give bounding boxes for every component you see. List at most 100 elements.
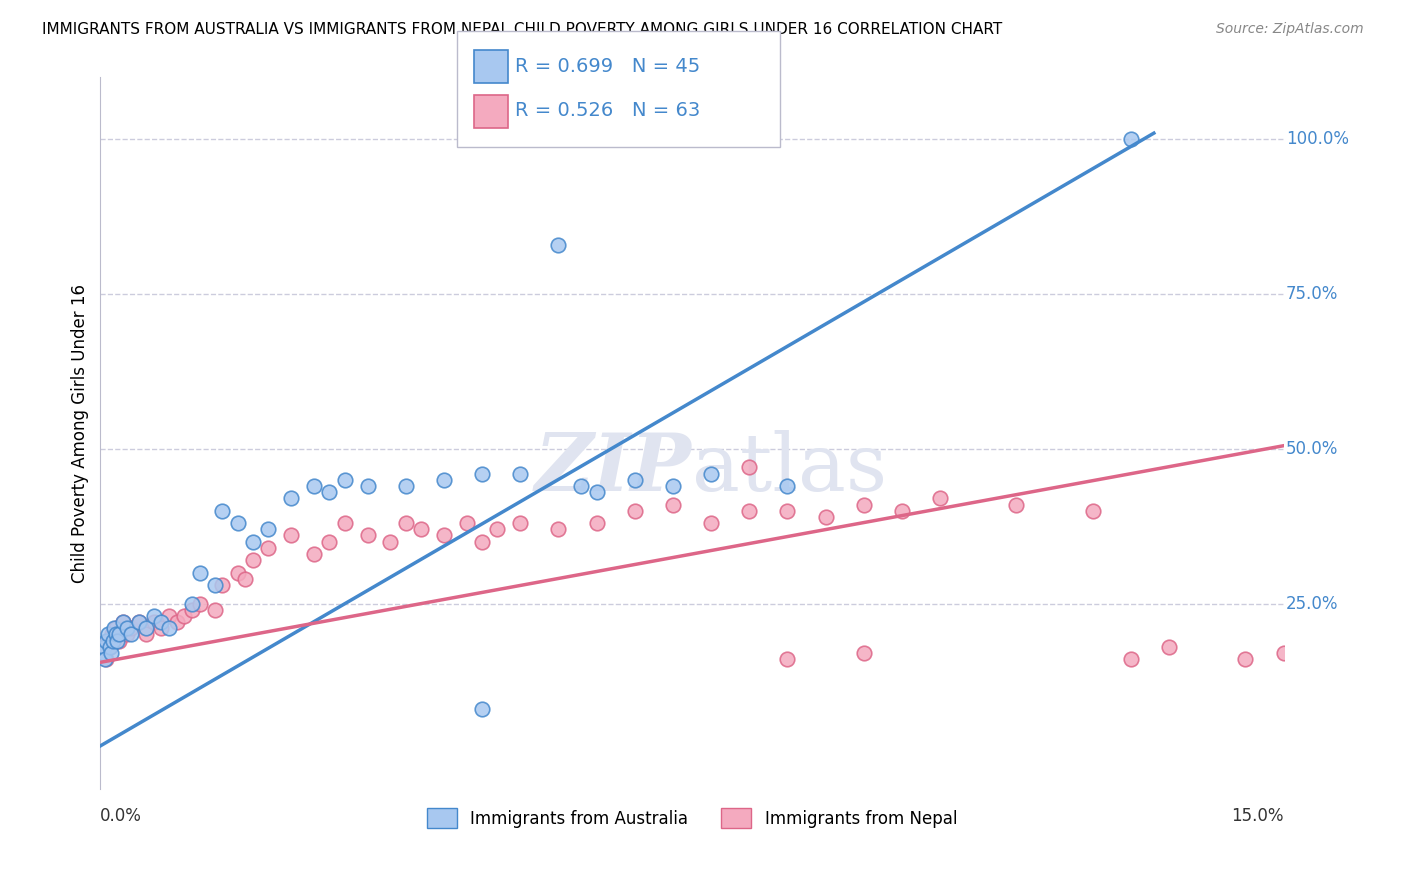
Point (486, 522, 509, 536)
Point (211, 578, 233, 592)
Point (157, 608, 180, 623)
Point (700, 467, 723, 481)
Text: R = 0.526   N = 63: R = 0.526 N = 63 (515, 101, 700, 120)
Point (101, 627, 124, 641)
Point (318, 534, 340, 549)
Point (1234, 652, 1257, 666)
Point (150, 621, 173, 635)
Point (93, 640, 115, 654)
Point (103, 633, 125, 648)
Point (738, 460, 761, 475)
Point (181, 597, 204, 611)
Point (569, 479, 592, 493)
Point (98, 640, 121, 654)
Point (226, 566, 249, 580)
Point (103, 621, 125, 635)
Point (108, 633, 131, 648)
Text: 75.0%: 75.0% (1286, 285, 1339, 303)
Point (318, 485, 340, 500)
Point (101, 633, 124, 648)
Point (94, 652, 117, 666)
Point (96, 633, 118, 648)
Point (242, 534, 264, 549)
Point (409, 522, 432, 536)
Point (585, 485, 607, 500)
Point (166, 615, 188, 629)
Point (235, 572, 257, 586)
Point (128, 615, 150, 629)
Point (242, 553, 264, 567)
Text: Source: ZipAtlas.com: Source: ZipAtlas.com (1216, 22, 1364, 37)
Point (585, 516, 607, 530)
Point (97, 633, 120, 648)
Point (302, 547, 325, 561)
Point (142, 615, 165, 629)
Point (257, 541, 280, 555)
Point (1081, 504, 1104, 518)
Point (204, 578, 226, 592)
Point (105, 627, 128, 641)
Point (93, 640, 115, 654)
Point (280, 491, 302, 506)
Point (738, 504, 761, 518)
Text: atlas: atlas (692, 430, 887, 508)
Text: R = 0.699   N = 45: R = 0.699 N = 45 (515, 56, 700, 76)
Point (173, 608, 195, 623)
Text: 0.0%: 0.0% (100, 807, 142, 825)
Point (257, 522, 280, 536)
Point (104, 627, 127, 641)
Text: IMMIGRANTS FROM AUSTRALIA VS IMMIGRANTS FROM NEPAL CHILD POVERTY AMONG GIRLS UND: IMMIGRANTS FROM AUSTRALIA VS IMMIGRANTS … (42, 22, 1002, 37)
Point (188, 566, 211, 580)
Point (150, 615, 173, 629)
Point (776, 652, 799, 666)
Point (471, 534, 494, 549)
Point (662, 479, 685, 493)
Point (623, 504, 645, 518)
Point (509, 516, 531, 530)
Y-axis label: Child Poverty Among Girls Under 16: Child Poverty Among Girls Under 16 (72, 284, 89, 582)
Point (98, 640, 121, 654)
Point (1119, 652, 1142, 666)
Point (135, 621, 157, 635)
Point (1272, 646, 1295, 660)
Point (433, 473, 456, 487)
Point (181, 603, 204, 617)
Text: 15.0%: 15.0% (1232, 807, 1284, 825)
Point (188, 597, 211, 611)
Point (471, 702, 494, 716)
Point (890, 504, 912, 518)
Point (333, 516, 356, 530)
Point (547, 522, 569, 536)
Point (547, 237, 569, 252)
Legend: Immigrants from Australia, Immigrants from Nepal: Immigrants from Australia, Immigrants fr… (420, 802, 965, 834)
Point (395, 516, 418, 530)
Point (456, 516, 478, 530)
Point (280, 528, 302, 542)
Point (112, 615, 135, 629)
Point (509, 467, 531, 481)
Text: 100.0%: 100.0% (1286, 130, 1348, 148)
Point (776, 479, 799, 493)
Text: 50.0%: 50.0% (1286, 440, 1339, 458)
Point (142, 608, 165, 623)
Point (433, 528, 456, 542)
Point (700, 516, 723, 530)
Point (471, 467, 494, 481)
Point (115, 621, 138, 635)
Point (105, 633, 128, 648)
Point (623, 473, 645, 487)
Point (128, 615, 150, 629)
Point (97, 627, 120, 641)
Point (104, 621, 127, 635)
Point (852, 646, 875, 660)
Point (1159, 640, 1181, 654)
Point (776, 504, 799, 518)
Point (1348, 640, 1371, 654)
Point (333, 473, 356, 487)
Point (852, 498, 875, 512)
Text: 25.0%: 25.0% (1286, 595, 1339, 613)
Point (204, 603, 226, 617)
Point (1005, 498, 1028, 512)
Point (94, 652, 117, 666)
Point (814, 509, 837, 524)
